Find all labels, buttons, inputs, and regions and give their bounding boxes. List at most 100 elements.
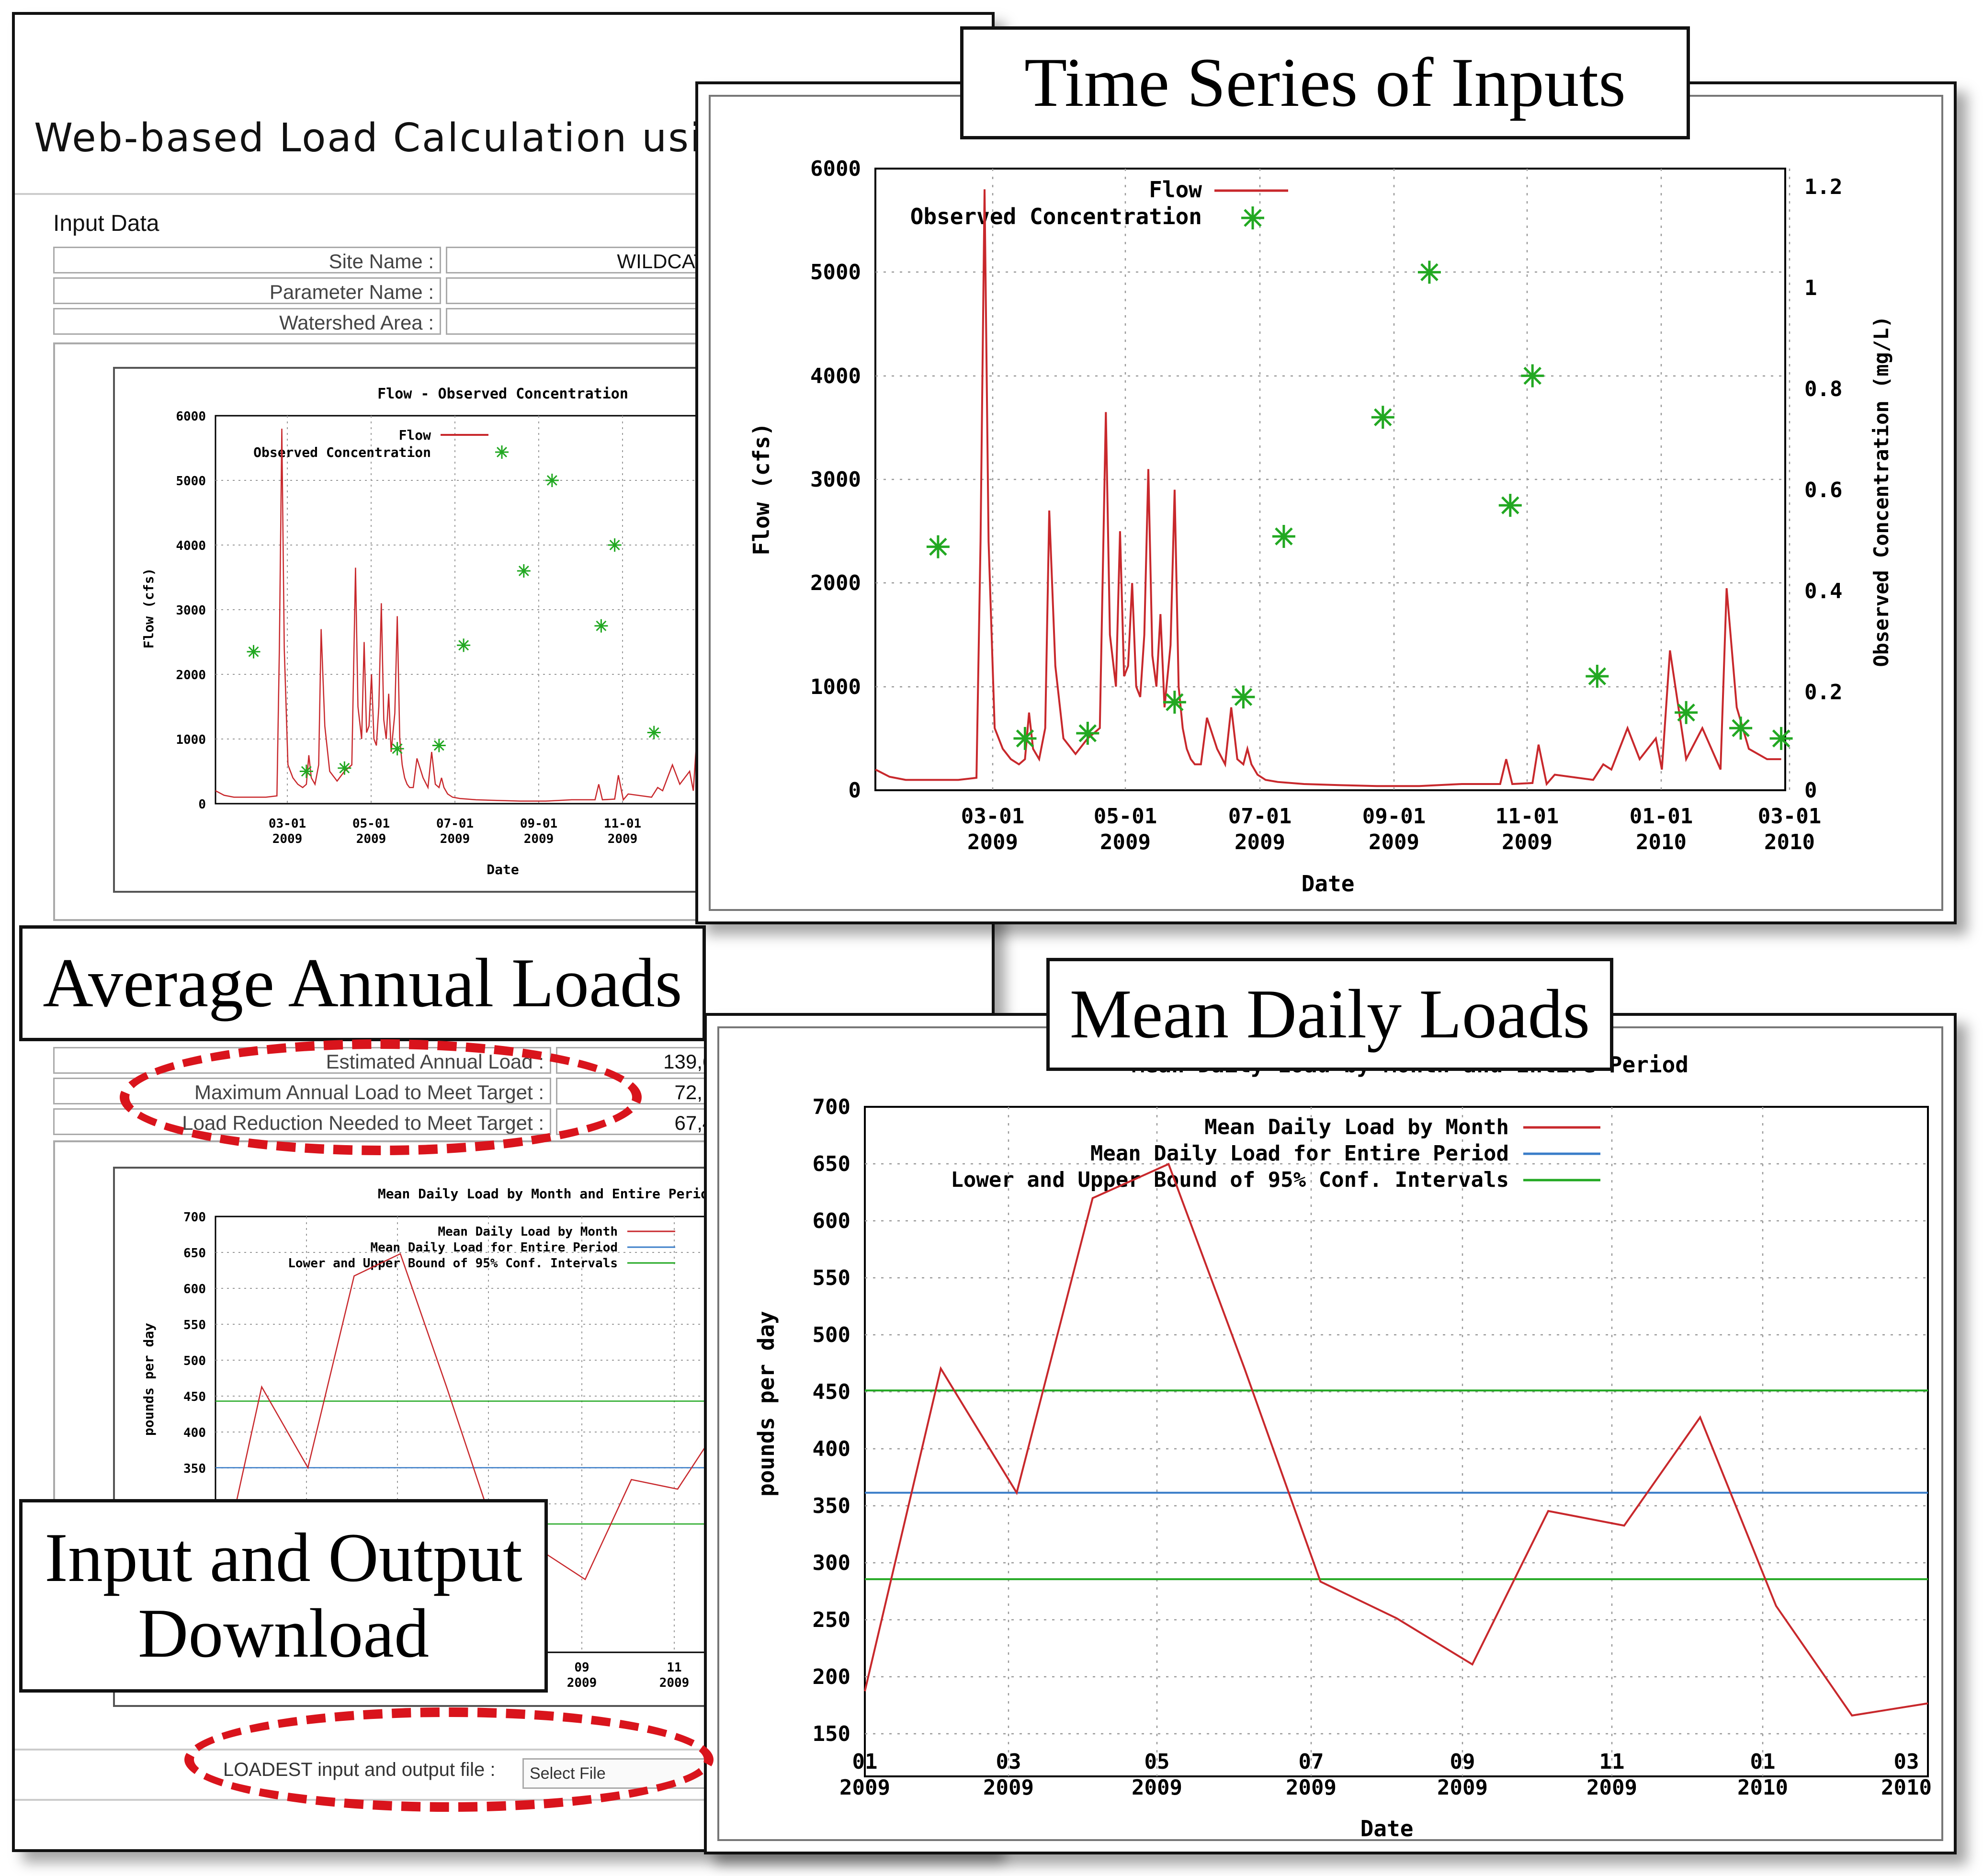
ts-xtick-year: 2009 xyxy=(1502,830,1552,854)
small2-ytick: 450 xyxy=(183,1390,206,1404)
small-flow-chart: Flow - Observed Concentration 6000 5000 … xyxy=(113,367,739,893)
small1-concentration-point xyxy=(517,564,531,578)
md-xtick: 01 xyxy=(1750,1750,1776,1774)
md-ytick: 400 xyxy=(813,1437,850,1461)
ts-flow-line xyxy=(875,189,1781,787)
md-xtick-year: 2009 xyxy=(983,1775,1034,1800)
small2-legend-month: Mean Daily Load by Month xyxy=(438,1225,618,1239)
md-ylabel: pounds per day xyxy=(753,1311,779,1497)
md-xtick: 03 xyxy=(996,1750,1021,1774)
caption-mean-daily: Mean Daily Loads xyxy=(1046,958,1613,1071)
small2-ytick: 650 xyxy=(183,1246,206,1261)
small1-xtick-year: 2009 xyxy=(356,832,386,846)
small-flow-chart-svg: Flow - Observed Concentration 6000 5000 … xyxy=(141,386,738,877)
small1-legend-conc: Observed Concentration xyxy=(253,444,431,460)
md-ytick: 200 xyxy=(813,1665,850,1689)
md-xtick: 11 xyxy=(1599,1750,1625,1774)
small1-xtick-year: 2009 xyxy=(440,832,470,846)
mean-daily-inner-frame xyxy=(717,1026,1943,1841)
md-ytick: 650 xyxy=(813,1152,850,1176)
md-xtick: 03 xyxy=(1894,1750,1919,1774)
ts-xtick-year: 2009 xyxy=(1100,830,1151,854)
md-series-layer xyxy=(864,1162,1928,1717)
ts-y2tick: 0.2 xyxy=(1804,680,1842,705)
md-xtick-year: 2009 xyxy=(1586,1775,1637,1800)
caption-time-series: Time Series of Inputs xyxy=(960,26,1690,139)
ts-concentration-point xyxy=(1769,727,1793,750)
parameter-name-field[interactable] xyxy=(446,277,733,304)
site-name-field[interactable]: WILDCAT_C xyxy=(446,247,733,273)
ts-xtick: 11-01 xyxy=(1496,804,1559,829)
ts-concentration-point xyxy=(1076,722,1099,745)
ts-xtick: 03-01 xyxy=(961,804,1024,829)
small1-xtick: 05-01 xyxy=(352,817,390,831)
ts-y2tick: 1 xyxy=(1804,276,1817,300)
small1-ylabel: Flow (cfs) xyxy=(141,568,157,649)
ts-y2tick: 0.8 xyxy=(1804,377,1842,401)
ts-concentration-point xyxy=(1163,691,1186,714)
small1-ytick: 3000 xyxy=(176,603,206,618)
input-data-heading: Input Data xyxy=(53,211,159,236)
ts-ytick: 6000 xyxy=(810,157,861,181)
small1-ytick: 1000 xyxy=(176,733,206,747)
caption-download-line2: Download xyxy=(137,1594,430,1672)
ts-concentration-point xyxy=(1675,701,1698,724)
small1-xlabel: Date xyxy=(487,862,519,877)
watershed-area-label: Watershed Area : xyxy=(53,308,441,335)
ts-xtick: 09-01 xyxy=(1362,804,1426,829)
small1-xtick: 11-01 xyxy=(604,817,641,831)
ts-concentration-point xyxy=(1586,665,1609,688)
small1-concentration-point xyxy=(390,742,404,756)
md-legend-month: Mean Daily Load by Month xyxy=(1204,1115,1509,1139)
ts-ytick: 5000 xyxy=(810,260,861,284)
caption-download-line1: Input and Output xyxy=(45,1519,522,1597)
page-title: Web-based Load Calculation usi xyxy=(34,115,703,161)
ts-xtick-year: 2010 xyxy=(1764,830,1815,854)
small1-concentration-point xyxy=(608,538,622,552)
ts-series-layer xyxy=(875,189,1793,787)
small1-concentration-point xyxy=(299,764,313,778)
small1-concentration-point xyxy=(545,474,559,487)
mean-daily-chart: Mean Daily Load by Month and Entire Peri… xyxy=(753,1052,1932,1842)
ts-concentration-point xyxy=(1498,494,1522,517)
ts-y2tick: 0 xyxy=(1804,778,1817,803)
md-xtick: 09 xyxy=(1450,1750,1475,1774)
md-xtick-year: 2009 xyxy=(1437,1775,1488,1800)
ts-ytick: 1000 xyxy=(810,675,861,699)
ts-xtick: 03-01 xyxy=(1758,804,1821,829)
small1-ytick: 5000 xyxy=(176,474,206,489)
ts-concentration-point xyxy=(1521,364,1544,387)
caption-annual-loads: Average Annual Loads xyxy=(19,925,706,1041)
small2-ytick: 500 xyxy=(183,1354,206,1368)
small1-legend-concentration-marker xyxy=(495,445,509,459)
ts-concentration-point xyxy=(1371,406,1394,429)
small1-xtick-year: 2009 xyxy=(272,832,303,846)
small2-ytick: 700 xyxy=(183,1210,206,1225)
site-name-label: Site Name : xyxy=(53,247,441,273)
small1-ytick: 6000 xyxy=(176,409,206,424)
ts-ytick: 3000 xyxy=(810,467,861,492)
small1-flow-line xyxy=(215,428,734,802)
md-xtick-year: 2010 xyxy=(1881,1775,1932,1800)
ts-ytick: 0 xyxy=(849,778,861,803)
ts-concentration-point xyxy=(1417,261,1441,284)
ts-xtick: 07-01 xyxy=(1228,804,1292,829)
md-ytick: 700 xyxy=(813,1095,850,1119)
small1-concentration-point xyxy=(647,726,661,739)
ts-xtick: 01-01 xyxy=(1630,804,1693,829)
md-ytick: 600 xyxy=(813,1209,850,1233)
small2-ytick: 600 xyxy=(183,1282,206,1296)
ts-concentration-point xyxy=(1272,524,1295,548)
watershed-area-field[interactable] xyxy=(446,308,733,335)
ts-ytick: 2000 xyxy=(810,571,861,595)
ts-concentration-point xyxy=(926,535,950,558)
ts-xlabel: Date xyxy=(1302,871,1355,897)
small-chart1-title: Flow - Observed Concentration xyxy=(377,386,628,402)
md-monthly-line xyxy=(864,1162,1928,1717)
ts-ytick: 4000 xyxy=(810,364,861,388)
small2-ylabel: pounds per day xyxy=(141,1323,157,1436)
small-chart2-title: Mean Daily Load by Month and Entire Peri… xyxy=(378,1186,709,1202)
md-legend-period: Mean Daily Load for Entire Period xyxy=(1090,1141,1509,1166)
md-xtick-year: 2009 xyxy=(839,1775,890,1800)
ts-y2label: Observed Concentration (mg/L) xyxy=(1870,316,1893,667)
